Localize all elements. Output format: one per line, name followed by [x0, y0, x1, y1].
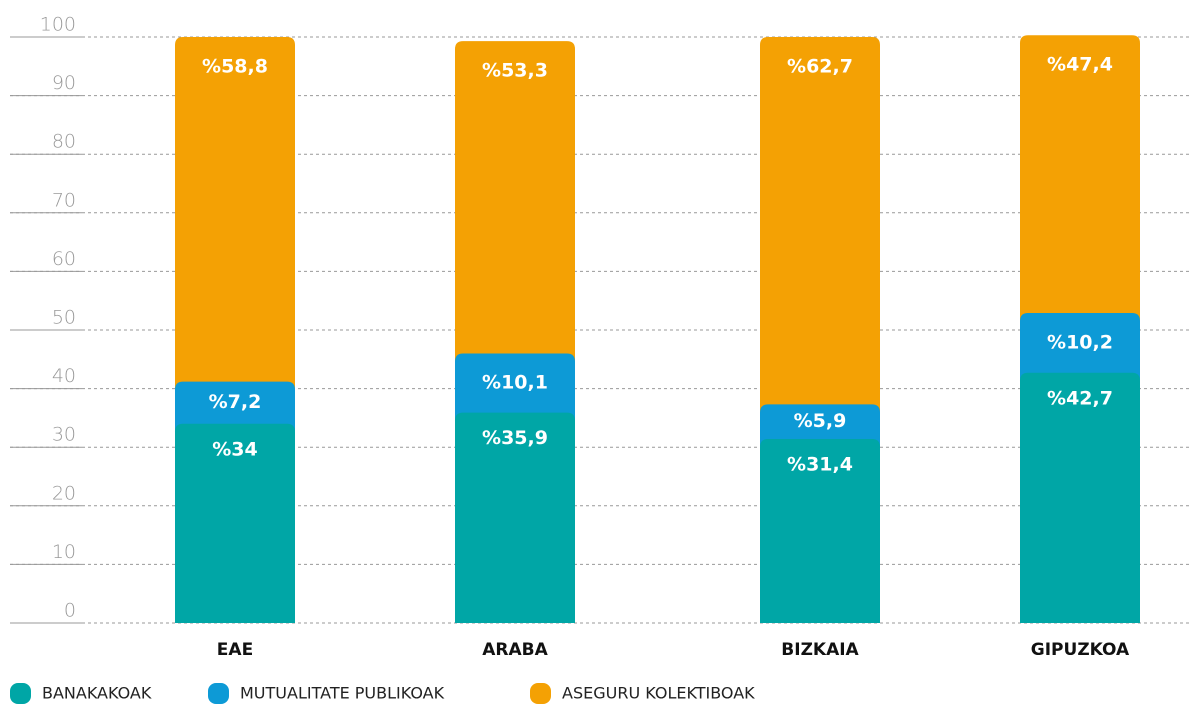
bar-segment: [760, 438, 880, 623]
y-tick-label: 60: [52, 248, 76, 270]
bar-segment: [760, 404, 880, 447]
bar-segment: [1020, 35, 1140, 322]
legend-label: MUTUALITATE PUBLIKOAK: [240, 684, 445, 703]
value-label: %34: [212, 438, 257, 460]
legend-label: ASEGURU KOLEKTIBOAK: [562, 684, 755, 703]
value-label: %10,1: [482, 372, 548, 394]
y-tick-label: 0: [64, 600, 76, 622]
bar-segment: [760, 37, 880, 413]
value-label: %10,2: [1047, 331, 1113, 353]
value-label: %53,3: [482, 60, 548, 82]
y-tick-label: 10: [52, 541, 76, 563]
value-label: %31,4: [787, 453, 853, 475]
bar-segment: [175, 37, 295, 390]
y-tick-label: 30: [52, 424, 76, 446]
y-tick-label: 40: [52, 365, 76, 387]
y-tick-label: 50: [52, 307, 76, 329]
bar-segment: [455, 412, 575, 623]
bar-segment: [1020, 372, 1140, 623]
legend-label: BANAKAKOAK: [42, 684, 152, 703]
x-tick-label: GIPUZKOA: [1031, 640, 1130, 660]
bar-segment: [455, 353, 575, 421]
bar-segment: [175, 423, 295, 623]
bar-segment: [455, 41, 575, 362]
y-tick-label: 100: [40, 14, 76, 36]
y-tick-label: 70: [52, 189, 76, 211]
value-label: %62,7: [787, 56, 853, 78]
value-label: %42,7: [1047, 387, 1113, 409]
value-label: %58,8: [202, 56, 268, 78]
value-label: %35,9: [482, 427, 548, 449]
value-label: %5,9: [794, 410, 847, 432]
x-tick-label: BIZKAIA: [781, 640, 859, 660]
x-tick-label: ARABA: [482, 640, 548, 660]
y-tick-label: 20: [52, 482, 76, 504]
legend-swatch: [530, 683, 551, 704]
x-tick-label: EAE: [217, 640, 253, 660]
value-label: %47,4: [1047, 54, 1113, 76]
legend-swatch: [10, 683, 31, 704]
y-tick-label: 90: [52, 72, 76, 94]
bar-segment: [1020, 313, 1140, 381]
value-label: %7,2: [209, 391, 262, 413]
legend-swatch: [208, 683, 229, 704]
y-tick-label: 80: [52, 131, 76, 153]
bar-segment: [175, 381, 295, 432]
